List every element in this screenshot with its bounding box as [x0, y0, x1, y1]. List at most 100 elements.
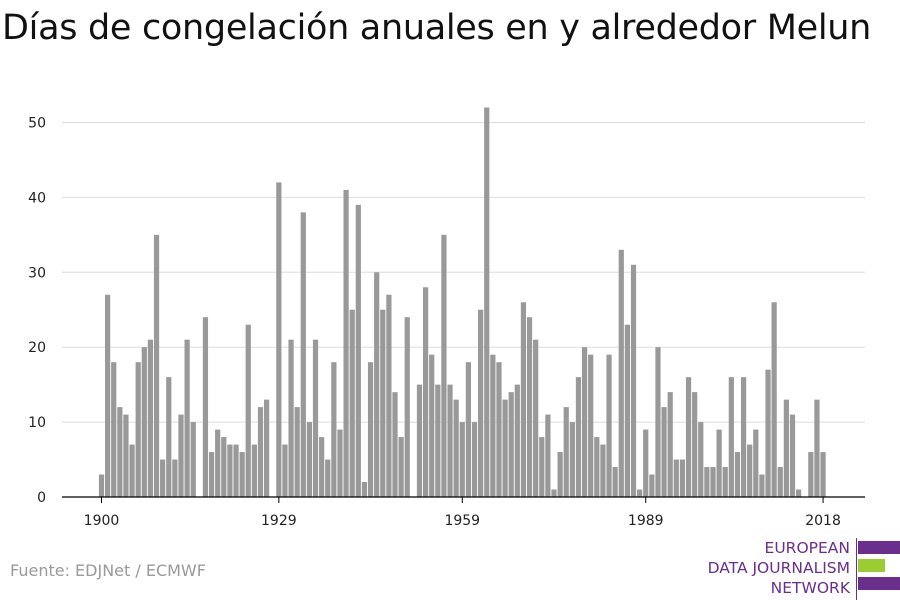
bar	[759, 474, 765, 497]
bar	[429, 354, 435, 497]
bar	[98, 474, 105, 497]
bar	[643, 429, 649, 497]
bar	[728, 377, 734, 497]
edjnet-logo: EUROPEAN DATA JOURNALISM NETWORK	[700, 538, 900, 600]
bar	[679, 459, 686, 497]
bar	[734, 452, 741, 497]
bar	[294, 407, 300, 497]
bar	[808, 452, 814, 497]
bar	[337, 429, 343, 497]
bar	[435, 384, 441, 497]
bar	[722, 467, 728, 497]
x-tick-label: 1929	[261, 513, 297, 529]
bar	[557, 452, 563, 497]
bar	[141, 347, 147, 497]
logo-line-2: DATA JOURNALISM	[707, 559, 850, 577]
bar	[398, 437, 404, 497]
bar	[105, 294, 111, 497]
bar	[202, 317, 209, 497]
bar	[386, 294, 392, 497]
bar	[563, 407, 569, 497]
bar	[649, 474, 655, 497]
bar	[312, 339, 319, 497]
bar	[581, 347, 588, 497]
bar	[600, 444, 606, 497]
bar	[264, 399, 270, 497]
bar	[630, 264, 637, 497]
bar	[166, 377, 172, 497]
y-tick-label: 20	[28, 340, 46, 356]
bar	[123, 414, 129, 497]
bar	[539, 437, 545, 497]
x-axis-ticks: 1900 1929 1959 1989 2018	[84, 497, 841, 529]
bar	[765, 369, 771, 497]
bar	[624, 324, 630, 497]
bar	[490, 354, 496, 497]
bar	[257, 407, 264, 497]
bar	[820, 452, 826, 497]
y-tick-label: 50	[28, 115, 46, 131]
bar	[655, 347, 661, 497]
x-tick-label: 1989	[628, 513, 664, 529]
bar	[282, 444, 288, 497]
bar	[533, 339, 539, 497]
bar	[153, 234, 160, 497]
bar	[355, 204, 361, 497]
bar	[135, 362, 141, 497]
bar	[496, 362, 502, 497]
bar	[245, 324, 251, 497]
bar	[594, 437, 600, 497]
x-tick-label: 2018	[805, 513, 841, 529]
bar	[551, 489, 557, 497]
bar	[575, 377, 582, 497]
bar	[484, 107, 490, 498]
bar	[796, 489, 802, 497]
bar	[606, 354, 612, 497]
bar	[367, 362, 374, 497]
y-tick-label: 40	[28, 190, 46, 206]
bar	[661, 407, 667, 497]
y-tick-label: 10	[28, 415, 46, 431]
bar	[740, 377, 747, 497]
bar	[569, 422, 575, 497]
bar	[459, 422, 465, 497]
bar	[172, 459, 178, 497]
bar	[618, 249, 624, 497]
bar	[704, 467, 710, 497]
y-tick-label: 0	[37, 490, 46, 506]
bar	[520, 302, 527, 497]
bar	[349, 309, 355, 497]
bar	[771, 302, 777, 497]
bar	[789, 414, 796, 497]
bar	[227, 444, 233, 497]
bar	[160, 459, 166, 497]
bar	[698, 422, 704, 497]
bar	[129, 444, 135, 497]
bar	[667, 392, 673, 497]
bar	[392, 392, 398, 497]
bar	[404, 317, 410, 497]
bar	[288, 339, 294, 497]
bar	[239, 452, 245, 497]
logo-line-3: NETWORK	[770, 579, 850, 597]
bar	[221, 437, 227, 497]
bar	[777, 467, 783, 497]
bar	[747, 444, 753, 497]
bar	[233, 444, 239, 497]
bar	[710, 467, 716, 497]
bar	[331, 362, 337, 497]
logo-bar-green	[858, 559, 885, 572]
bar	[478, 309, 484, 497]
bar	[215, 429, 221, 497]
bar	[319, 437, 325, 497]
chart-title: Días de congelación anuales en y alreded…	[2, 8, 872, 48]
x-tick-label: 1900	[84, 513, 120, 529]
bar	[416, 384, 423, 497]
bar	[514, 384, 520, 497]
bar	[325, 459, 331, 497]
bar	[588, 354, 594, 497]
logo-line-1: EUROPEAN	[764, 539, 850, 557]
bar	[673, 459, 679, 497]
bar	[422, 287, 429, 497]
bar	[783, 399, 789, 497]
